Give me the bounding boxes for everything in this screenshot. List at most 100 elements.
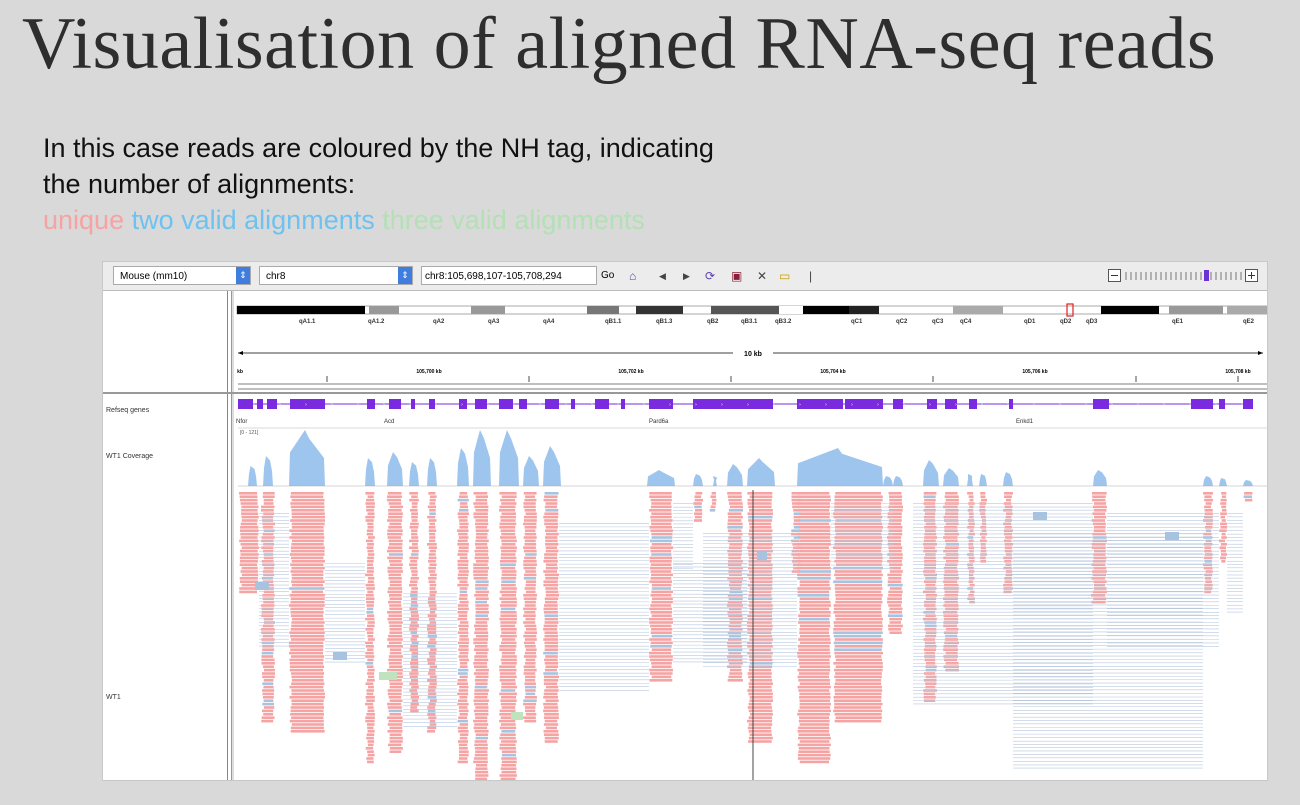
read: [501, 600, 517, 604]
read: [459, 580, 468, 583]
home-icon[interactable]: ⌂: [629, 269, 637, 283]
read: [1221, 492, 1227, 495]
read: [728, 662, 743, 665]
read: [429, 621, 437, 624]
read: [459, 590, 468, 594]
read: [543, 580, 558, 583]
read: [887, 600, 903, 604]
legend-two-alignments: two valid alignments: [131, 205, 375, 235]
read: [429, 498, 436, 502]
read: [728, 515, 743, 519]
read: [291, 509, 325, 512]
read: [1219, 539, 1226, 543]
track-label-alignments[interactable]: WT1: [106, 694, 121, 701]
read: [262, 696, 274, 699]
zoom-slider[interactable]: [1108, 268, 1258, 284]
read: [458, 648, 469, 651]
popup-text-icon[interactable]: ▭: [779, 269, 791, 283]
track-label-coverage[interactable]: WT1 Coverage: [106, 453, 154, 460]
read: [500, 699, 517, 702]
read: [835, 614, 882, 617]
read: [409, 594, 418, 597]
read: [457, 583, 469, 587]
read: [428, 716, 437, 719]
read: [499, 774, 517, 777]
roi-icon[interactable]: ▣: [731, 269, 743, 283]
read: [797, 566, 831, 570]
read: [500, 604, 517, 607]
read: [475, 495, 489, 498]
read: [366, 757, 374, 760]
read: [411, 699, 419, 702]
read: [727, 512, 742, 515]
read: [366, 600, 375, 604]
read: [1221, 519, 1226, 522]
read: [428, 570, 436, 573]
read: [524, 685, 537, 689]
genome-select[interactable]: Mouse (mm10) ⇕: [113, 266, 251, 285]
gene-labels: Nfor Acd Pard6a Enkd1: [236, 419, 1034, 425]
read: [473, 648, 489, 651]
read: [428, 492, 436, 495]
read: [410, 590, 418, 594]
read: [749, 733, 772, 736]
read: [458, 628, 469, 631]
read: [793, 526, 800, 529]
read: [543, 583, 559, 587]
chromosome-select[interactable]: chr8 ⇕: [259, 266, 413, 285]
strand-arrow: ›: [1111, 402, 1113, 408]
read: [792, 505, 801, 509]
read: [473, 573, 488, 577]
read: [474, 594, 489, 597]
read: [261, 716, 275, 719]
read: [729, 617, 743, 621]
read: [501, 706, 516, 709]
read: [367, 549, 374, 553]
back-icon[interactable]: ◀: [659, 271, 666, 281]
read: [366, 604, 374, 607]
read: [499, 679, 516, 682]
read: [389, 747, 403, 750]
read: [428, 519, 437, 522]
read: [427, 696, 437, 699]
read: [410, 665, 419, 668]
read: [500, 498, 516, 502]
ideogram-band: [779, 306, 803, 314]
read: [748, 665, 773, 668]
read: [651, 628, 673, 631]
close-tracks-icon[interactable]: ✕: [757, 269, 768, 283]
read: [748, 709, 773, 713]
read: [792, 543, 801, 546]
read: [797, 675, 830, 679]
genome-dropdown-icon[interactable]: ⇕: [236, 267, 250, 284]
read: [428, 604, 437, 607]
go-button[interactable]: Go: [601, 270, 615, 281]
read: [748, 716, 773, 719]
read: [543, 570, 558, 573]
read: [473, 624, 488, 628]
panel-divider[interactable]: [231, 291, 234, 780]
read: [239, 560, 258, 563]
chromosome-dropdown-icon[interactable]: ⇕: [398, 267, 412, 284]
locus-input[interactable]: chr8:105,698,107-105,708,294: [421, 266, 597, 285]
read: [501, 587, 517, 590]
read: [290, 563, 324, 566]
read: [887, 543, 902, 546]
read: [499, 645, 517, 648]
read: [239, 587, 259, 590]
read: [291, 515, 325, 519]
read: [747, 651, 773, 655]
read: [290, 556, 324, 560]
resize-icon[interactable]: |: [809, 269, 813, 283]
read: [523, 641, 536, 645]
read: [475, 733, 489, 736]
read: [387, 498, 402, 502]
track-label-refseq[interactable]: Refseq genes: [106, 407, 150, 414]
refresh-icon[interactable]: ⟳: [705, 269, 716, 283]
read: [799, 716, 830, 719]
read: [411, 651, 419, 655]
read: [289, 641, 324, 645]
read: [525, 570, 536, 573]
forward-icon[interactable]: ▶: [683, 271, 690, 281]
data-viewport[interactable]: qA1.1 qA1.2 qA2 qA3 qA4 qB1.1 qB1.3 qB2 qB3.1 qB3…: [103, 262, 1268, 781]
